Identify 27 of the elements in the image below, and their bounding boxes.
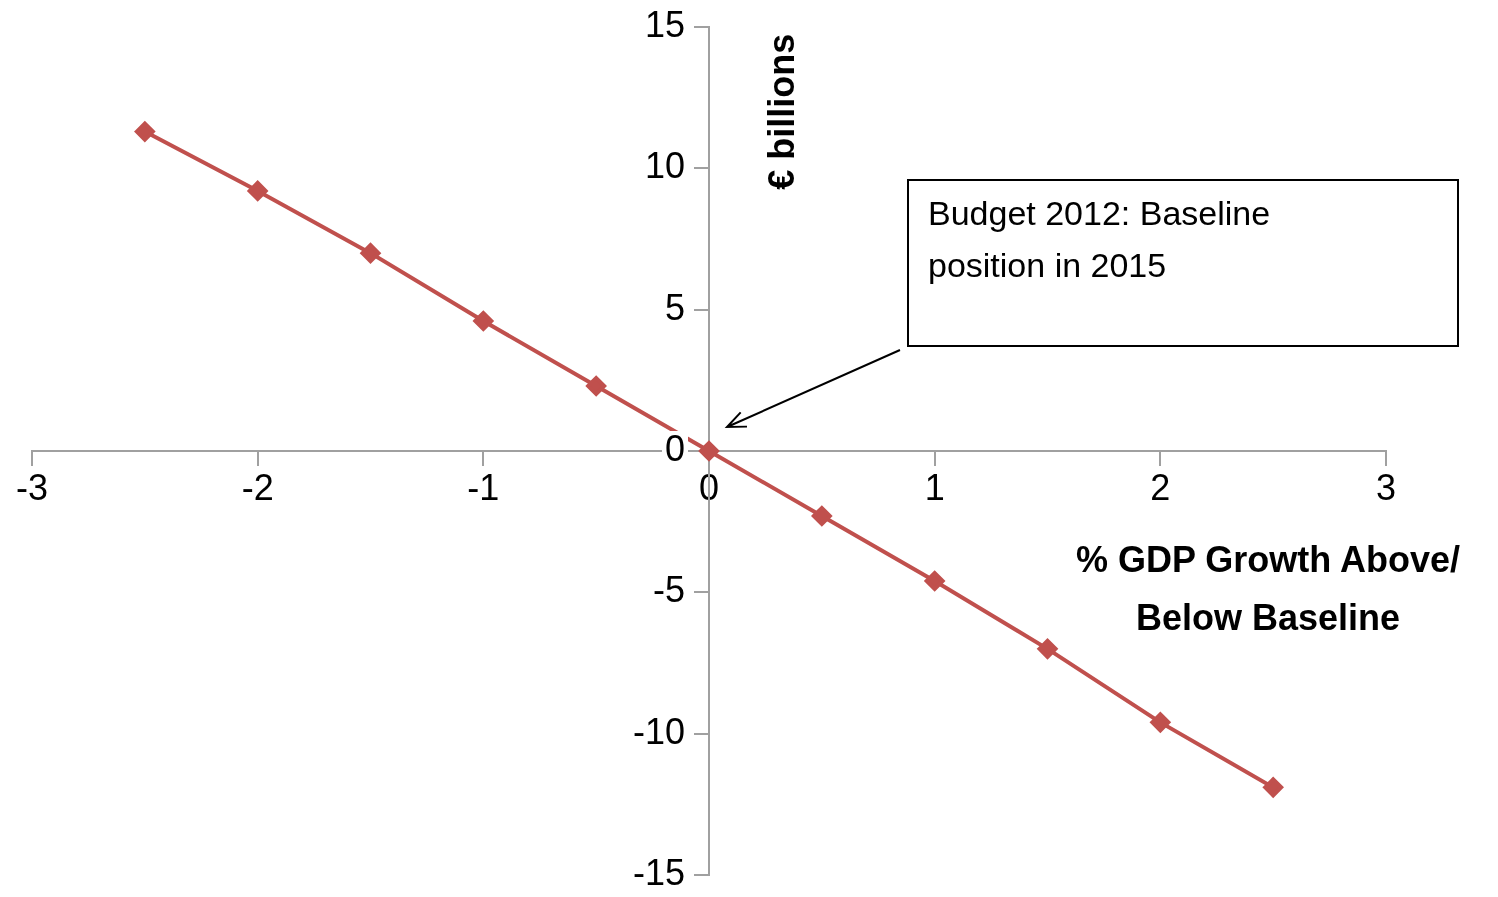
y-axis-title: € billions bbox=[760, 33, 802, 190]
point bbox=[811, 506, 832, 527]
y-tick-label: 5 bbox=[664, 286, 685, 328]
point bbox=[1037, 638, 1058, 659]
annotation: Budget 2012: Baseline position in 2015 bbox=[928, 194, 1271, 285]
point bbox=[360, 243, 381, 264]
y-tick-label: -15 bbox=[632, 851, 685, 893]
y-tick-label: 15 bbox=[644, 3, 685, 45]
point bbox=[924, 571, 945, 592]
x-axis-title: % GDP Growth Above/ Below Baseline bbox=[1075, 538, 1461, 638]
point bbox=[586, 375, 607, 396]
y-tick-label: 10 bbox=[644, 145, 685, 187]
point bbox=[699, 441, 719, 461]
y-tick-label: 0 bbox=[664, 427, 685, 469]
y-tick-label: -5 bbox=[652, 569, 685, 611]
point bbox=[1263, 777, 1284, 798]
x-tick-label: 2 bbox=[1150, 466, 1171, 508]
point bbox=[134, 121, 155, 142]
x-tick-label: -1 bbox=[467, 466, 500, 508]
x-tick-label: -2 bbox=[241, 466, 274, 508]
point bbox=[473, 310, 494, 331]
x-tick-label: -3 bbox=[15, 466, 49, 508]
y-tick-label: -10 bbox=[632, 710, 685, 752]
point bbox=[1150, 712, 1171, 733]
point bbox=[247, 180, 268, 201]
x-tick-label: 1 bbox=[924, 466, 945, 508]
x-tick-label: 3 bbox=[1375, 466, 1397, 508]
